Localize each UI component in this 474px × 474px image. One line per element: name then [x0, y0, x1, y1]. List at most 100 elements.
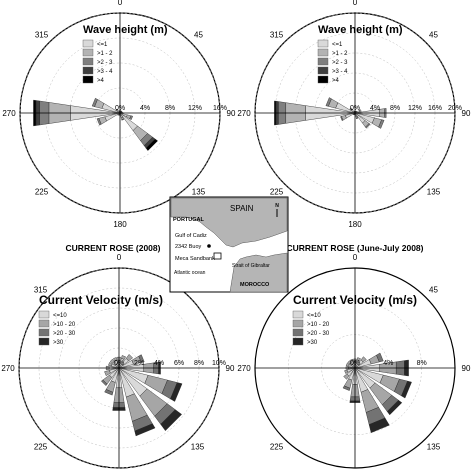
radial-tick-labels: 0% 4% 8% 12% 16% [115, 105, 227, 112]
radial-tick-label: 0% [350, 105, 360, 112]
legend-swatch [292, 328, 304, 337]
rose-petal-segment [115, 108, 119, 112]
legend-items: <=1 >1 - 2 >2 - 3 >3 - 4 >4 [317, 39, 348, 84]
radial-tick-label: 12% [188, 105, 202, 112]
map-label-meca: Meca Sandbank [175, 256, 215, 262]
rose-petal-segment [356, 357, 361, 362]
map-label-strait: Strait of Gibraltar [232, 263, 270, 269]
rose-petal-segment [170, 382, 183, 402]
radial-tick-label: 0% [114, 360, 124, 367]
rose-petal-segment [113, 357, 118, 362]
radial-tick-label: 4% [140, 105, 150, 112]
rose-petal-segment [125, 354, 133, 362]
legend-swatch [82, 66, 94, 75]
rose-petal-segment [120, 110, 123, 113]
legend-items: <=10 >10 - 20 >20 - 30 >30 [292, 310, 330, 346]
rose-petal-segment [118, 114, 120, 116]
legend-swatch [292, 319, 304, 328]
legend-label: >1 - 2 [332, 51, 348, 57]
rose-petal-segment [121, 118, 125, 121]
direction-label: 0 [353, 253, 358, 262]
direction-label: 135 [191, 442, 205, 451]
chart-title: CURRENT ROSE (2008) [66, 243, 161, 253]
direction-label: 90 [226, 364, 235, 373]
rose-petal-segment [104, 389, 114, 396]
legend-label: >30 [53, 340, 64, 346]
radial-tick-labels: 0% 2% 4% 6% 8% 10% [114, 360, 226, 367]
legend-label: >20 - 30 [307, 331, 330, 337]
direction-label: 315 [35, 31, 49, 40]
legend-label: >2 - 3 [97, 60, 113, 66]
rose-petal-segment [368, 417, 390, 433]
rose-petal-segment [120, 110, 122, 112]
rose-petal-segment [121, 111, 123, 113]
radial-tick-label: 0% [115, 105, 125, 112]
axes [255, 268, 455, 468]
radial-tick-label: 10% [212, 360, 226, 367]
petals [101, 354, 183, 437]
legend-items: <=1 >1 - 2 >2 - 3 >3 - 4 >4 [82, 39, 113, 84]
legend-title: Wave height (m) [83, 24, 168, 36]
direction-label: 180 [348, 220, 362, 229]
legend-swatch [82, 75, 94, 84]
legend-label: >3 - 4 [97, 69, 113, 75]
legend-swatch [82, 48, 94, 57]
rose-petal-segment [121, 355, 126, 360]
direction-label: 225 [270, 442, 284, 451]
rose-petal-segment [347, 360, 352, 365]
wave-rose-right: 0% 4% 8% 12% 16% 20% 0 45 90 135 180 225 270 315 Wav… [237, 0, 471, 229]
rose-petal-segment [378, 119, 385, 129]
rose-petal-segment [376, 352, 384, 363]
rose-petal-segment [91, 97, 98, 107]
rose-petal-segment [340, 116, 344, 122]
legend-label: >4 [97, 78, 105, 84]
radial-tick-label: 2% [134, 360, 144, 367]
direction-label: 45 [194, 31, 203, 40]
map-label-gulf: Gulf of Cadiz [175, 233, 207, 239]
rose-petal-segment [355, 110, 358, 113]
direction-label: 135 [427, 187, 441, 196]
direction-label: 180 [113, 220, 127, 229]
direction-label: 90 [462, 364, 471, 373]
direction-label: 45 [429, 286, 438, 295]
rose-petal-segment [145, 138, 158, 151]
wave-rose-left: 0% 4% 8% 12% 16% 0 45 90 135 180 225 270 315 Wave h… [2, 0, 236, 229]
direction-label: 135 [427, 442, 441, 451]
radial-tick-label: 20% [448, 105, 462, 112]
legend-swatch [82, 39, 94, 48]
legend-swatch [292, 337, 304, 346]
legend-title: Current Velocity (m/s) [39, 293, 163, 307]
rose-petal-segment [138, 354, 145, 363]
rose-petal-segment [134, 423, 156, 437]
radial-tick-label: 4% [370, 105, 380, 112]
rose-petal-segment [345, 362, 350, 367]
rose-petal-segment [118, 110, 120, 112]
location-map: SPAIN N PORTUGAL Gulf of Cadiz 2342 Buoy… [169, 196, 289, 293]
rose-petal-segment [160, 409, 183, 432]
rose-petal-segment [353, 110, 355, 112]
radial-tick-label: 12% [408, 105, 422, 112]
rose-petal-segment [96, 118, 102, 126]
rose-petal-segment [359, 109, 362, 113]
rose-petal-segment [386, 399, 403, 416]
direction-label: 270 [237, 109, 251, 118]
map-label-buoy: 2342 Buoy [175, 244, 202, 250]
radial-tick-label: 6% [174, 360, 184, 367]
rose-petal-segment [108, 362, 113, 367]
radial-tick-label: 4% [154, 360, 164, 367]
direction-labels: 0 45 90 135 180 225 270 315 [2, 0, 236, 229]
legend-swatch [82, 57, 94, 66]
direction-label: 315 [34, 286, 48, 295]
rose-petal-segment [101, 379, 108, 386]
buoy-marker-icon [207, 244, 211, 248]
map-label-portugal: PORTUGAL [173, 217, 205, 223]
direction-label: 135 [192, 187, 206, 196]
axes [20, 13, 220, 213]
legend-label: >10 - 20 [53, 322, 76, 328]
legend-label: >10 - 20 [307, 322, 330, 328]
legend-title: Wave height (m) [318, 24, 403, 36]
legend-label: <=10 [307, 313, 321, 319]
legend-items: <=10 >10 - 20 >20 - 30 >30 [38, 310, 76, 346]
radial-tick-label: 16% [213, 105, 227, 112]
